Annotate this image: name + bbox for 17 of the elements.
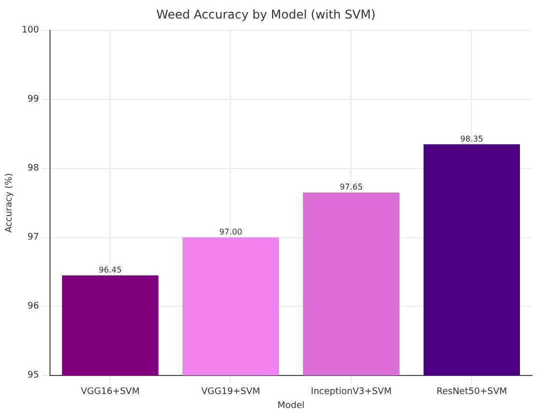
x-axis-title: Model xyxy=(277,400,305,411)
data-label: 97.00 xyxy=(219,227,242,236)
y-tick-label: 98 xyxy=(28,164,40,174)
y-tick-label: 99 xyxy=(28,94,40,105)
x-tick-label: InceptionV3+SVM xyxy=(310,387,392,398)
data-label: 96.45 xyxy=(98,265,122,274)
y-tick-label: 97 xyxy=(28,232,39,243)
data-label: 98.35 xyxy=(460,134,484,144)
y-tick-label: 95 xyxy=(28,370,39,381)
x-tick-label: VGG16+SVM xyxy=(80,387,140,398)
data-label: 97.65 xyxy=(340,182,363,192)
x-tick-label: ResNet50+SVM xyxy=(436,387,508,398)
y-tick-label: 100 xyxy=(22,26,40,36)
x-tick-label: VGG19+SVM xyxy=(201,387,260,398)
y-tick-label: 96 xyxy=(28,302,40,312)
chart-title: Weed Accuracy by Model (with SVM) xyxy=(156,7,376,22)
y-axis-title: Accuracy (%) xyxy=(4,173,15,233)
